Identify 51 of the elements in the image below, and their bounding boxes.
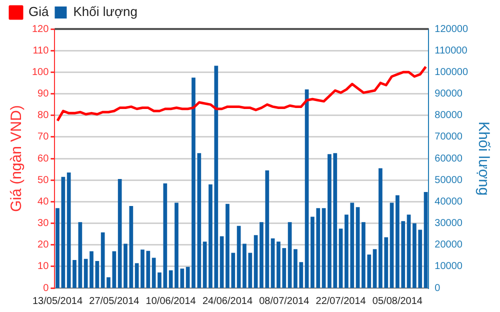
legend-label: Giá: [28, 4, 50, 20]
y2-tick-label: 80000: [434, 110, 463, 122]
y2-tick-label: 10000: [434, 261, 463, 272]
legend-label: Khối lượng: [73, 4, 138, 20]
bar: [78, 222, 82, 288]
bar: [424, 192, 428, 288]
y-tick-label: 70: [38, 132, 50, 143]
bar: [356, 207, 360, 288]
y-tick-label: 60: [38, 153, 50, 164]
y-tick-label: 100: [32, 66, 50, 78]
y-tick-label: 40: [38, 196, 50, 208]
y2-tick-label: 60000: [434, 153, 463, 164]
bar: [390, 202, 394, 288]
y-tick-label: 10: [38, 261, 50, 272]
y2-tick-label: 120000: [434, 24, 468, 35]
y-tick-label: 20: [38, 240, 50, 251]
y-tick-label: 120: [32, 24, 50, 35]
y2-tick-label: 50000: [434, 174, 463, 186]
bar: [406, 214, 411, 288]
x-tick-label: 05/08/2014: [372, 296, 423, 307]
x-tick-label: 10/06/2014: [146, 296, 196, 307]
y-tick-label: 90: [38, 88, 50, 100]
y-tick-label: 110: [32, 45, 50, 56]
bar: [270, 238, 275, 288]
bar: [338, 228, 343, 288]
x-tick-label: 24/06/2014: [202, 296, 253, 307]
y-tick-label: 30: [38, 218, 50, 229]
bar: [322, 208, 326, 288]
x-tick-label: 22/07/2014: [316, 296, 366, 307]
bar: [254, 235, 258, 288]
bar: [288, 222, 292, 288]
y2-tick-label: 0: [434, 282, 441, 294]
y2-tick-label: 100000: [434, 66, 468, 78]
x-tick-label: 08/07/2014: [259, 296, 310, 307]
bar: [372, 249, 377, 288]
y2-tick-label: 40000: [434, 196, 463, 208]
y-axis-title: Giá (ngàn VND): [8, 105, 26, 212]
bar: [56, 208, 60, 288]
y-tick-label: 80: [38, 110, 50, 122]
y2-tick-label: 20000: [434, 240, 463, 251]
y-tick-label: 0: [43, 282, 50, 294]
bar: [95, 261, 100, 288]
y-tick-label: 50: [38, 174, 50, 186]
y2-tick-label: 30000: [434, 218, 463, 229]
y2-tick-label: 110000: [434, 45, 468, 56]
y2-tick-label: 70000: [434, 132, 463, 143]
bar: [61, 176, 66, 288]
x-tick-label: 13/05/2014: [32, 296, 83, 307]
y2-tick-label: 90000: [434, 88, 463, 100]
y2-axis-title: Khối lượng: [474, 121, 492, 196]
x-tick-label: 27/05/2014: [89, 296, 140, 307]
